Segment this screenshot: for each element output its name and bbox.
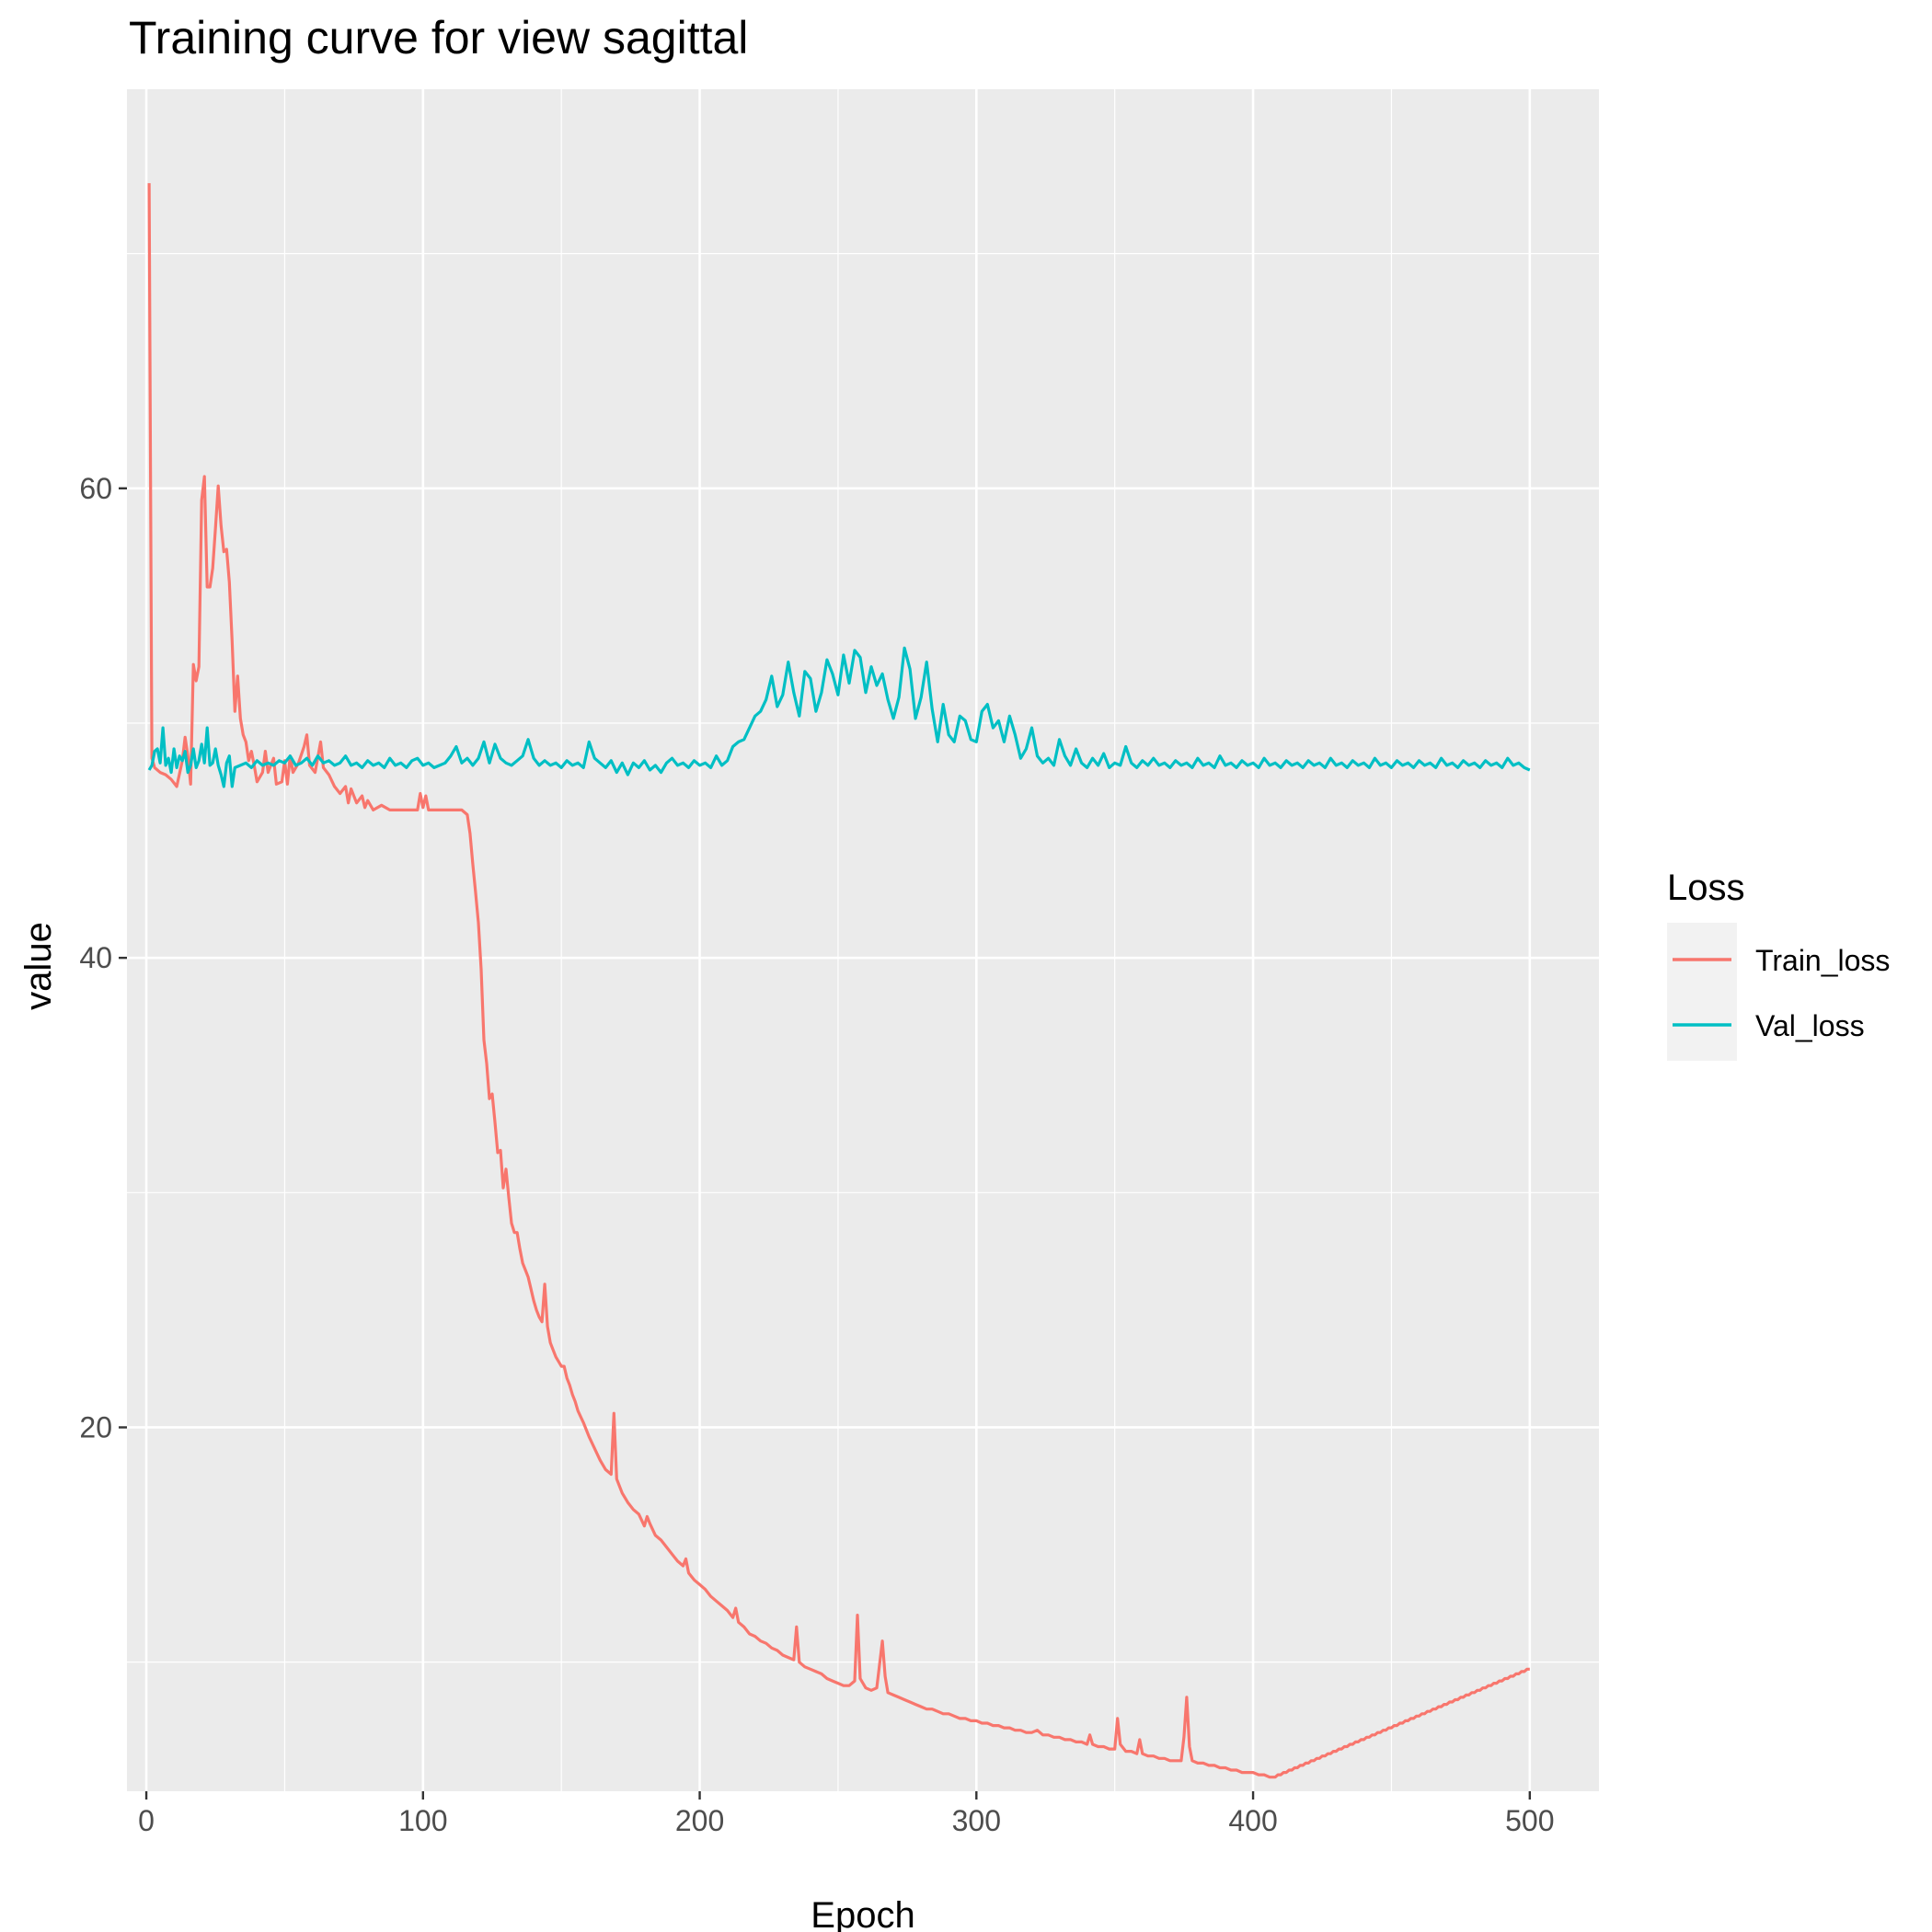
x-tick-label: 300 (952, 1804, 1001, 1837)
x-tick-labels: 0 100 200 300 400 500 (138, 1804, 1554, 1837)
chart-title: Training curve for view sagittal (129, 12, 748, 63)
legend-label-train-loss: Train_loss (1755, 944, 1890, 977)
x-axis-title: Epoch (811, 1895, 914, 1932)
y-tick-label: 60 (79, 472, 112, 505)
y-axis-title: value (18, 922, 59, 1010)
axis-ticks (119, 487, 1532, 1800)
plot-panel (127, 89, 1599, 1791)
x-tick-label: 400 (1228, 1804, 1277, 1837)
series-layer (147, 183, 1531, 1779)
y-tick-labels: 20 40 60 (79, 472, 112, 1444)
series-line-val-loss (147, 646, 1531, 788)
minor-gridlines (127, 89, 1599, 1791)
y-tick-label: 20 (79, 1410, 112, 1443)
legend: Loss Train_loss Val_loss (1667, 868, 1890, 1061)
x-tick-label: 200 (675, 1804, 724, 1837)
y-tick-label: 40 (79, 941, 112, 974)
x-tick-label: 500 (1505, 1804, 1554, 1837)
x-tick-label: 0 (138, 1804, 155, 1837)
series-line-train-loss (147, 183, 1530, 1779)
legend-key-background (1667, 923, 1737, 1061)
legend-label-val-loss: Val_loss (1755, 1009, 1865, 1042)
legend-title: Loss (1667, 868, 1745, 908)
x-tick-label: 100 (398, 1804, 447, 1837)
major-gridlines (127, 89, 1599, 1791)
